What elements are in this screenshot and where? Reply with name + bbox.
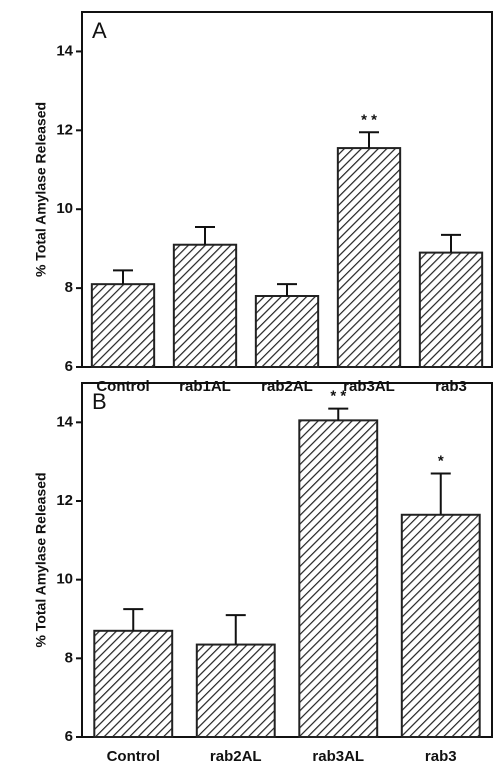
y-tick-label: 10 xyxy=(56,571,73,588)
bar xyxy=(400,513,481,738)
error-bar xyxy=(123,608,144,631)
x-tick-label: rab2AL xyxy=(261,378,313,395)
bar xyxy=(93,629,174,738)
y-tick-label: 10 xyxy=(56,200,73,217)
axis-frame xyxy=(81,382,493,738)
x-tick-label: rab1AL xyxy=(179,378,231,395)
bar xyxy=(336,147,402,368)
x-tick-label: rab3AL xyxy=(343,378,395,395)
x-tick-label: rab3AL xyxy=(312,748,364,765)
bar xyxy=(298,419,379,738)
x-tick-label: rab3 xyxy=(435,378,467,395)
x-tick-label: rab3 xyxy=(425,748,457,765)
bar xyxy=(195,643,276,738)
error-bar xyxy=(441,233,461,253)
y-tick-label: 6 xyxy=(65,358,73,375)
error-bar xyxy=(195,225,215,245)
error-bar xyxy=(113,269,133,285)
x-tick-label: rab2AL xyxy=(210,748,262,765)
error-bar xyxy=(277,283,297,296)
significance-mark: * * xyxy=(330,388,346,405)
y-tick-label: 12 xyxy=(56,121,73,138)
panel-label: B xyxy=(92,389,107,414)
error-bar xyxy=(359,131,379,149)
bar xyxy=(254,295,320,368)
y-tick-label: 8 xyxy=(65,279,73,296)
panel-label: A xyxy=(92,18,107,43)
error-bar xyxy=(328,407,349,421)
error-bar xyxy=(430,472,451,515)
y-axis-label: % Total Amylase Released xyxy=(33,102,49,277)
error-bar xyxy=(225,614,246,645)
x-tick-label: Control xyxy=(107,748,160,765)
y-tick-label: 6 xyxy=(65,728,73,745)
y-tick-label: 14 xyxy=(56,413,73,430)
bar xyxy=(172,243,238,369)
bar xyxy=(90,283,156,368)
y-tick-label: 14 xyxy=(56,42,73,59)
y-axis-label: % Total Amylase Released xyxy=(33,472,49,647)
y-tick-label: 8 xyxy=(65,649,73,666)
y-tick-label: 12 xyxy=(56,492,73,509)
significance-mark: * * xyxy=(361,111,377,128)
bar xyxy=(418,251,484,368)
significance-mark: * xyxy=(438,452,444,469)
